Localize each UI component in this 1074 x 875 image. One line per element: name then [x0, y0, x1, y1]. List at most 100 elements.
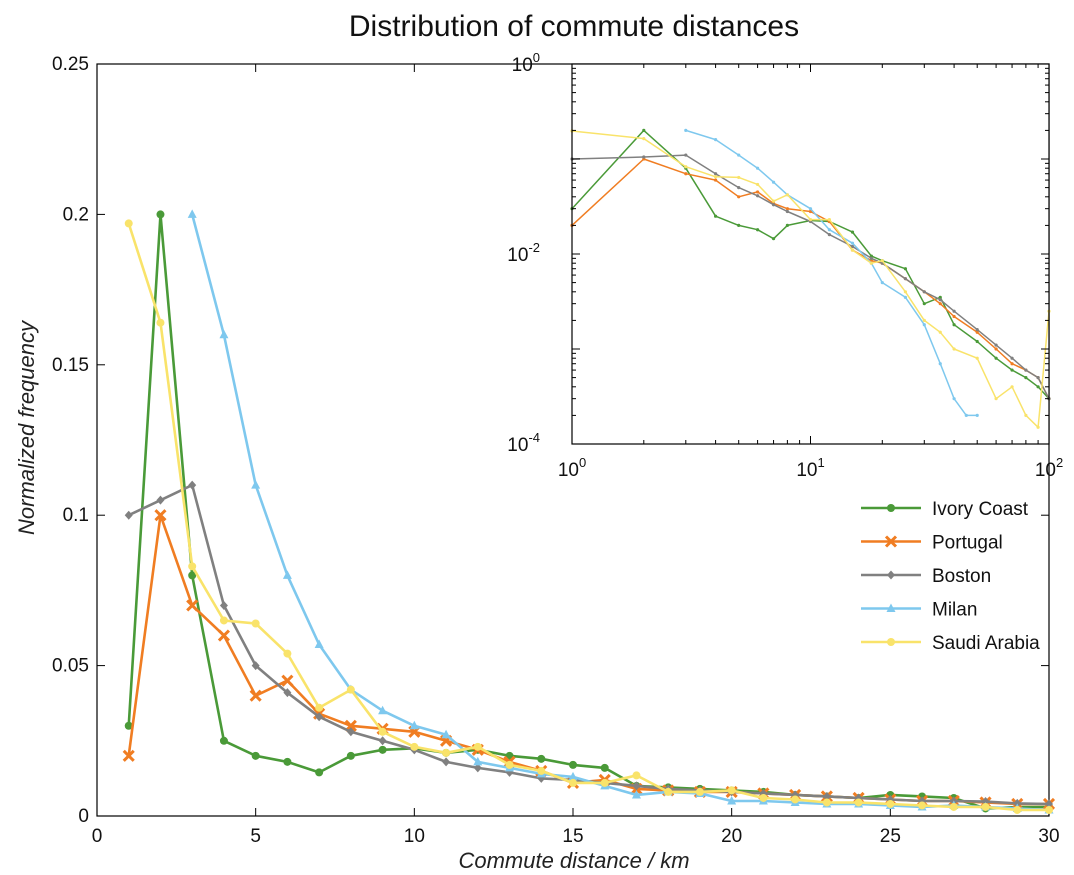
inset-data-point-ivory-coast — [1024, 375, 1028, 380]
inset-data-point-milan — [755, 166, 760, 170]
inset-data-point-boston — [938, 298, 942, 302]
tick-base: 10 — [507, 245, 528, 266]
inset-x-tick-label: 100 — [558, 455, 586, 481]
tick-exponent: -2 — [528, 240, 540, 255]
data-point-ivory-coast — [251, 751, 260, 760]
tick-exponent: -4 — [528, 430, 540, 445]
data-point-ivory-coast — [537, 754, 546, 763]
inset-data-point-saudi-arabia — [808, 218, 813, 222]
inset-data-point-portugal — [952, 314, 956, 319]
inset-data-point-ivory-coast — [975, 339, 979, 344]
inset-y-tick-label: 10-4 — [507, 430, 540, 456]
data-point-saudi-arabia — [156, 318, 165, 327]
inset-data-point-milan — [827, 228, 831, 232]
inset-data-point-saudi-arabia — [713, 175, 718, 179]
inset-data-point-boston — [952, 309, 956, 313]
inset-data-point-milan — [880, 280, 884, 285]
data-point-ivory-coast — [378, 745, 387, 754]
inset-data-point-portugal — [1010, 362, 1014, 366]
main-x-axis: 0 5 10 15 20 25 30 — [92, 64, 1060, 847]
x-tick-label: 0 — [92, 826, 103, 847]
data-point-saudi-arabia — [188, 562, 197, 571]
inset-data-point-saudi-arabia — [642, 136, 646, 141]
inset-data-point-ivory-coast — [642, 128, 646, 133]
inset-x-axis: 100 101 102 — [558, 64, 1063, 481]
data-point-boston — [1045, 799, 1053, 809]
data-point-saudi-arabia — [283, 649, 292, 658]
inset-y-tick-label: 100 — [512, 50, 540, 76]
x-tick-label: 10 — [404, 826, 425, 847]
inset-data-point-ivory-coast — [1010, 368, 1014, 372]
main-plot: 0 5 10 15 20 25 30 00.050.10.150.20.25 — [52, 54, 1060, 847]
data-point-ivory-coast — [156, 210, 165, 219]
legend: Ivory Coast Portugal Boston Milan Saudi Arab… — [861, 499, 1040, 654]
inset-data-point-saudi-arabia — [903, 290, 908, 294]
data-point-saudi-arabia — [1013, 805, 1022, 814]
data-point-boston — [1013, 798, 1022, 808]
data-point-milan — [441, 729, 451, 739]
data-point-milan — [251, 480, 261, 489]
data-point-milan — [473, 756, 483, 766]
legend-label: Milan — [932, 600, 977, 621]
data-point-saudi-arabia — [981, 802, 990, 811]
y-tick-label: 0.15 — [52, 355, 89, 376]
data-point-ivory-coast — [569, 760, 577, 769]
data-point-milan — [727, 795, 737, 805]
inset-data-point-milan — [952, 397, 956, 401]
x-tick-label: 5 — [250, 826, 261, 847]
inset-x-tick-label: 101 — [796, 455, 824, 481]
data-point-milan — [314, 639, 324, 649]
data-point-milan — [187, 209, 197, 218]
inset-data-point-saudi-arabia — [1036, 425, 1040, 429]
inset-data-point-ivory-coast — [952, 323, 956, 327]
data-point-portugal — [281, 674, 294, 687]
data-point-milan — [409, 720, 419, 730]
data-point-saudi-arabia — [759, 793, 768, 802]
data-point-saudi-arabia — [537, 766, 546, 775]
legend-label: Ivory Coast — [932, 499, 1029, 520]
inset-data-point-milan — [850, 241, 855, 245]
inset-data-point-boston — [869, 256, 873, 260]
tick-base: 10 — [1035, 460, 1056, 481]
data-point-ivory-coast — [188, 571, 197, 580]
data-point-saudi-arabia — [569, 778, 577, 787]
inset-data-point-boston — [1036, 375, 1040, 380]
data-point-saudi-arabia — [918, 801, 927, 810]
inset-data-point-boston — [684, 153, 688, 157]
y-tick-label: 0.25 — [52, 54, 89, 75]
inset-data-point-ivory-coast — [755, 228, 760, 232]
legend-swatch-marker — [887, 570, 895, 580]
inset-data-point-boston — [737, 185, 741, 190]
inset-data-point-ivory-coast — [922, 302, 926, 306]
main-series-group — [122, 209, 1056, 814]
inset-data-point-portugal — [975, 330, 979, 334]
legend-item-milan: Milan — [861, 600, 977, 621]
y-axis-label: Normalized frequency — [14, 319, 39, 535]
inset-data-point-saudi-arabia — [869, 261, 873, 265]
data-point-saudi-arabia — [1045, 805, 1053, 814]
inset-data-point-ivory-coast — [850, 230, 855, 234]
legend-label: Boston — [932, 566, 991, 587]
inset-data-point-milan — [771, 180, 776, 184]
data-point-portugal — [122, 749, 135, 762]
tick-exponent: 0 — [579, 455, 586, 470]
data-point-saudi-arabia — [695, 787, 704, 796]
y-tick-label: 0.2 — [63, 204, 89, 225]
inset-data-point-ivory-coast — [1036, 385, 1040, 389]
data-point-boston — [473, 763, 482, 773]
inset-data-point-portugal — [994, 347, 998, 351]
data-point-saudi-arabia — [664, 787, 673, 796]
inset-data-point-milan — [922, 323, 926, 327]
inset-data-point-saudi-arabia — [771, 199, 776, 203]
data-point-saudi-arabia — [791, 795, 800, 804]
inset-data-point-saudi-arabia — [994, 397, 998, 401]
series-boston — [124, 480, 1053, 809]
inset-data-point-ivory-coast — [785, 223, 789, 228]
tick-base: 10 — [507, 435, 528, 456]
inset-data-point-boston — [642, 155, 646, 159]
data-point-boston — [283, 688, 292, 698]
data-point-saudi-arabia — [949, 802, 958, 811]
data-point-saudi-arabia — [346, 685, 355, 694]
data-point-portugal — [154, 509, 167, 522]
